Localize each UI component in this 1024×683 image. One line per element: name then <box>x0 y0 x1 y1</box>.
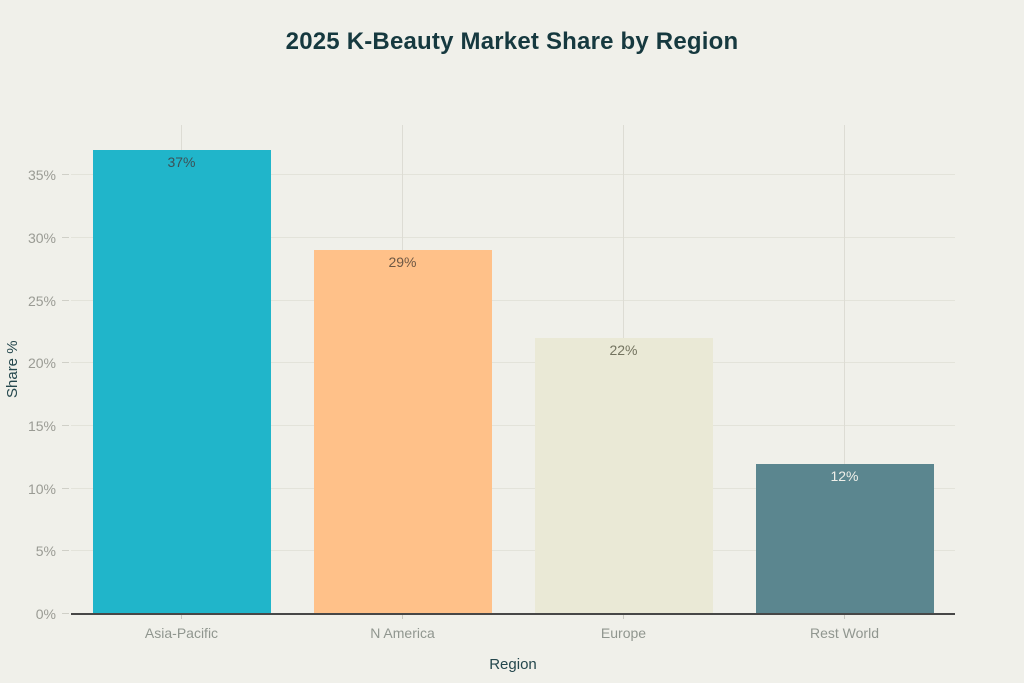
x-tick-mark <box>623 614 624 619</box>
x-axis-line <box>71 613 955 615</box>
y-tick-label: 10% <box>27 480 56 497</box>
bar-value-label: 29% <box>388 254 417 271</box>
bar-asia-pacific: 37% <box>92 150 271 614</box>
x-tick-label: Rest World <box>810 625 879 641</box>
plot-area: 0% 5% 10% 15% 20% 25% 30% 35% 37% 29% 22% 12% Asia-P… <box>28 125 955 641</box>
y-tick-label: 20% <box>27 355 56 372</box>
y-tick-mark <box>62 174 69 176</box>
y-tick-label: 15% <box>27 417 56 434</box>
y-tick-label: 5% <box>35 543 56 560</box>
y-tick-label: 0% <box>35 606 56 622</box>
bar-value-label: 22% <box>609 342 638 359</box>
x-gridline <box>844 125 845 614</box>
y-tick-mark <box>62 487 69 489</box>
y-tick-label: 35% <box>27 167 56 184</box>
x-tick-label: Asia-Pacific <box>144 625 219 641</box>
x-tick-label: N America <box>370 625 435 641</box>
y-gridline <box>71 299 955 301</box>
x-tick-mark <box>844 614 845 619</box>
y-gridline <box>71 174 955 176</box>
bar-rest-world: 12% <box>755 463 934 614</box>
y-tick-mark <box>62 299 69 301</box>
bar-n-america: 29% <box>313 250 492 614</box>
x-axis-title: Region <box>489 656 537 673</box>
chart-title: 2025 K-Beauty Market Share by Region <box>285 28 739 55</box>
y-gridline <box>71 236 955 238</box>
x-tick-label: Europe <box>600 625 647 641</box>
y-tick-mark <box>62 362 69 364</box>
bar-value-label: 37% <box>167 154 196 171</box>
y-tick-mark <box>62 613 69 614</box>
y-tick-mark <box>62 550 69 552</box>
y-gridline <box>71 487 955 489</box>
x-tick-mark <box>402 614 403 619</box>
bar-value-label: 12% <box>830 467 859 484</box>
y-tick-label: 25% <box>27 292 56 309</box>
y-gridline <box>71 424 955 426</box>
bar-europe: 22% <box>534 338 713 614</box>
y-gridline <box>71 362 955 364</box>
y-tick-mark <box>62 236 69 238</box>
x-tick-mark <box>181 614 182 619</box>
y-tick-label: 30% <box>27 229 56 246</box>
y-tick-mark <box>62 424 69 426</box>
y-gridline <box>71 550 955 552</box>
